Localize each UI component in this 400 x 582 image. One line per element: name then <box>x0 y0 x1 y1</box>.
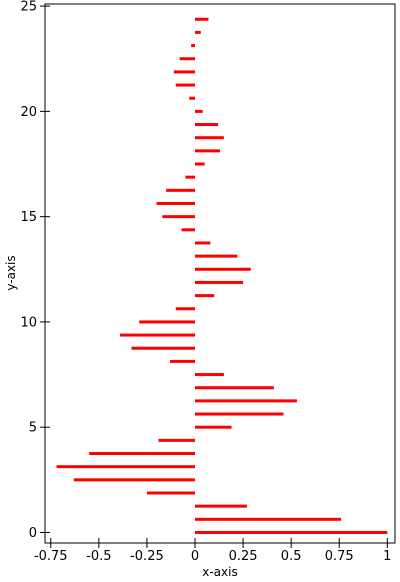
bar <box>139 320 195 324</box>
x-tick-label: 0.5 <box>281 549 302 564</box>
y-tick-label: 0 <box>29 526 37 541</box>
bar <box>195 136 224 140</box>
bar <box>185 175 195 179</box>
bar <box>170 359 195 363</box>
x-tick-label: 1 <box>383 549 391 564</box>
bar <box>195 425 232 429</box>
bar <box>195 412 284 416</box>
x-tick-label: 0.75 <box>325 549 354 564</box>
bar <box>173 70 195 74</box>
bar <box>56 465 195 469</box>
y-ticks: 0 5 10 15 20 25 <box>20 0 50 541</box>
x-tick-label: 0 <box>191 549 199 564</box>
bar <box>175 307 195 311</box>
bar <box>158 438 195 442</box>
x-axis-title: x-axis <box>202 565 237 579</box>
y-tick-label: 10 <box>20 315 37 330</box>
bar <box>195 149 220 153</box>
y-tick-label: 15 <box>20 210 37 225</box>
x-tick-label: -0.75 <box>34 549 68 564</box>
bar <box>195 162 205 166</box>
bar <box>89 452 195 456</box>
bar <box>195 294 215 298</box>
bar <box>166 188 195 192</box>
y-tick-label: 5 <box>29 421 37 436</box>
bar <box>146 491 195 495</box>
bar <box>189 96 195 100</box>
bar <box>179 57 195 61</box>
x-tick-label: -0.25 <box>130 549 164 564</box>
y-axis-title: y-axis <box>4 255 18 290</box>
bar <box>73 478 195 482</box>
bar <box>195 267 251 271</box>
plot-frame <box>44 3 396 544</box>
x-ticks: -0.75 -0.5 -0.25 0 0.25 0.5 0.75 1 <box>34 538 391 564</box>
bar <box>195 17 209 21</box>
bar <box>181 228 195 232</box>
bar <box>195 504 247 508</box>
bar <box>195 386 274 390</box>
bar <box>195 254 238 258</box>
bar <box>120 333 195 337</box>
bar <box>195 517 342 521</box>
bar <box>195 241 211 245</box>
bar <box>195 530 388 534</box>
bar <box>162 215 195 219</box>
bar <box>131 346 195 350</box>
bar <box>191 44 195 48</box>
y-tick-label: 25 <box>20 0 37 15</box>
bar <box>195 373 224 377</box>
bar <box>156 201 195 205</box>
bar <box>175 83 195 87</box>
bars-group <box>56 17 388 534</box>
bar <box>195 109 203 113</box>
bar <box>195 399 297 403</box>
y-tick-label: 20 <box>20 105 37 120</box>
bar <box>195 280 244 284</box>
bar <box>195 123 219 127</box>
bar <box>195 30 201 34</box>
x-tick-label: 0.25 <box>229 549 258 564</box>
x-tick-label: -0.5 <box>86 549 111 564</box>
